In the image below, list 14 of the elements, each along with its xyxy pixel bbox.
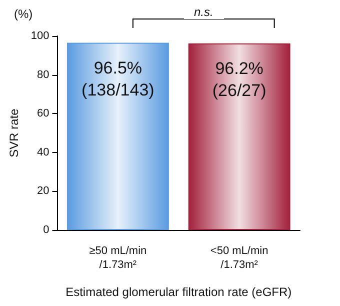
data-label: 96.2% (26/27) <box>212 58 266 100</box>
text: n.s. <box>184 5 224 19</box>
y-tick-label: 80 <box>37 68 50 81</box>
text: (%) <box>14 7 33 21</box>
y-tick-label: 0 <box>43 224 50 236</box>
y-tick-label: 100 <box>30 30 50 42</box>
y-axis-title: SVR rate <box>7 108 21 158</box>
y-tick-label: 20 <box>37 185 50 198</box>
x-tick-label: <50 mL/min /1.73m² <box>210 245 268 271</box>
y-tick-label: 40 <box>37 146 50 158</box>
x-tick-label: ≥50 mL/min /1.73m² <box>89 245 147 271</box>
y-tick-label: 60 <box>37 108 50 120</box>
x-axis-title: Estimated glomerular filtration rate (eGFR) <box>66 285 292 299</box>
data-label: 96.5% (138/143) <box>82 58 154 100</box>
